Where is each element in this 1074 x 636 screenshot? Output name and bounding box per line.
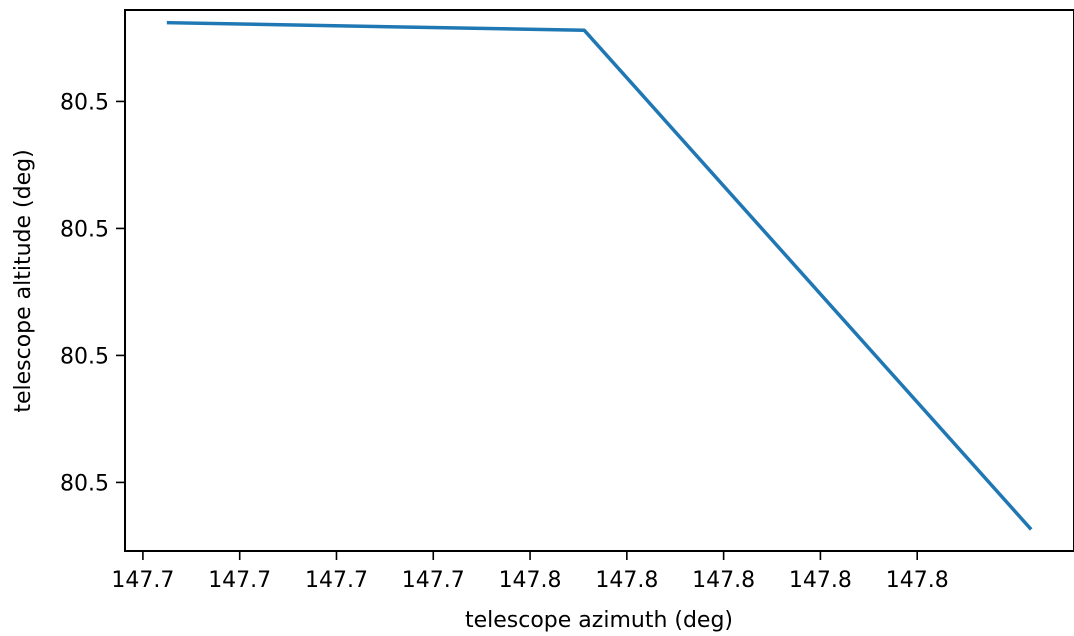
x-axis-label: telescope azimuth (deg) — [465, 608, 733, 633]
y-tick-label: 80.5 — [60, 344, 109, 369]
y-axis-ticks: 80.5 80.5 80.5 80.5 — [60, 90, 125, 496]
y-axis-label: telescope altitude (deg) — [11, 149, 36, 412]
x-tick-label: 147.7 — [111, 568, 174, 593]
x-tick-label: 147.8 — [595, 568, 658, 593]
series-line-0 — [166, 20, 1033, 531]
x-tick-label: 147.8 — [886, 568, 949, 593]
x-tick-label: 147.8 — [789, 568, 852, 593]
x-tick-label: 147.8 — [692, 568, 755, 593]
x-tick-label: 147.8 — [499, 568, 562, 593]
x-tick-label: 147.7 — [208, 568, 271, 593]
x-tick-label: 147.7 — [305, 568, 368, 593]
plot-background — [125, 10, 1074, 551]
x-tick-label: 147.7 — [402, 568, 465, 593]
plot-frame — [124, 9, 1074, 552]
x-axis-ticks: 147.7 147.7 147.7 147.7 147.8 147.8 147.8 147.8… — [111, 551, 949, 593]
y-tick-label: 80.5 — [60, 90, 109, 115]
y-tick-label: 80.5 — [60, 217, 109, 242]
series-layer — [166, 20, 1033, 531]
y-tick-label: 80.5 — [60, 471, 109, 496]
